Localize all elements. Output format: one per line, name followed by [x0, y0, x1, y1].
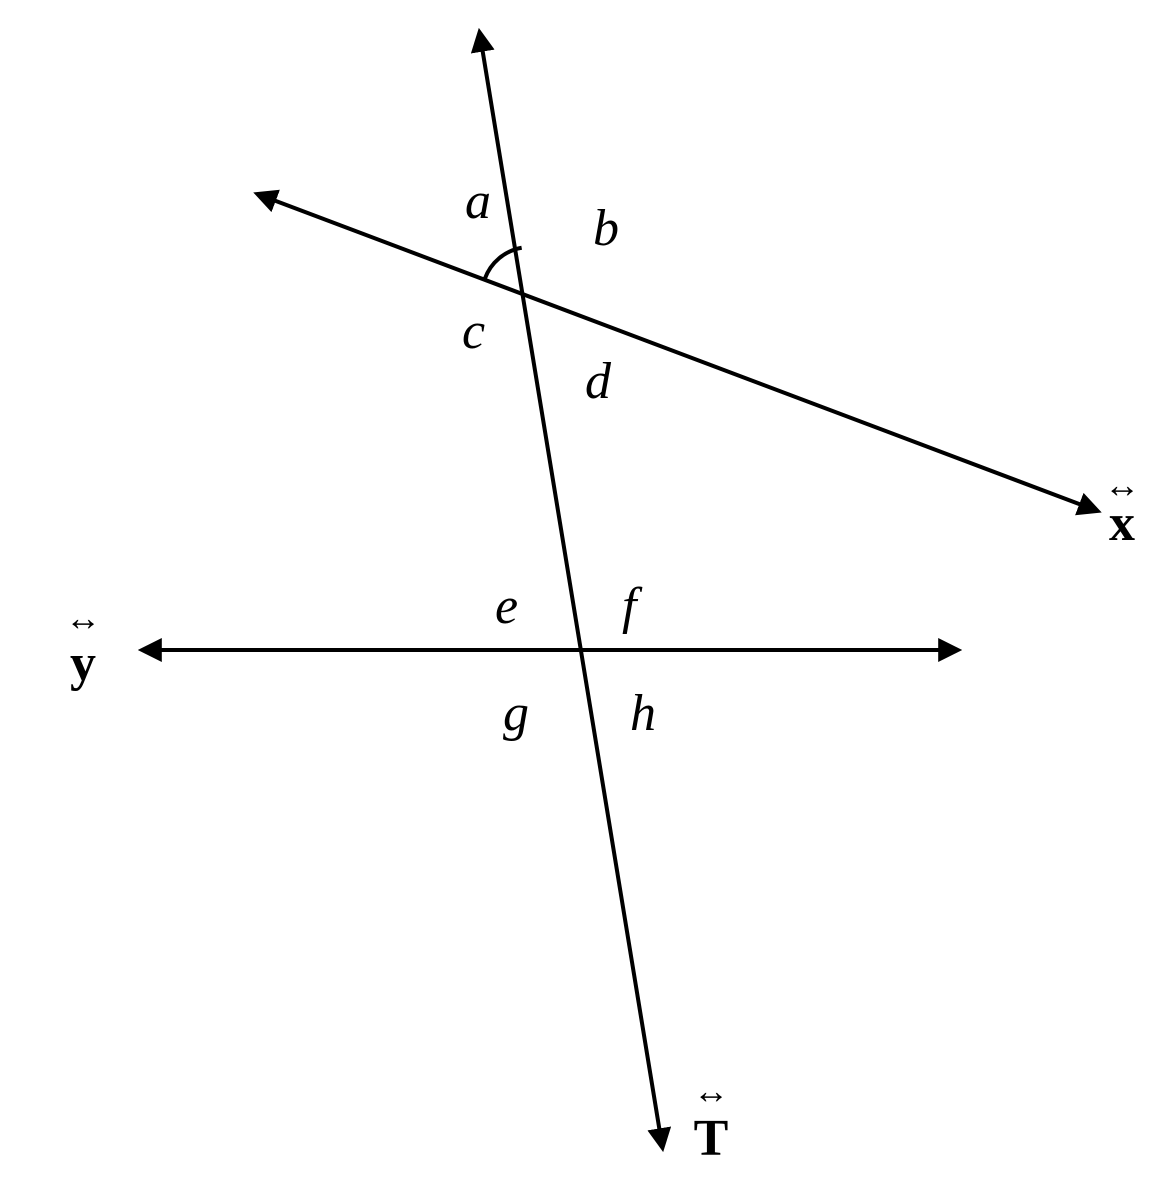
angle-label-b: b	[593, 200, 619, 257]
line-x	[260, 195, 1095, 510]
line-y-overhead-icon: ↔	[65, 598, 101, 638]
line-t-overhead-icon: ↔	[693, 1071, 729, 1111]
angle-label-a: a	[465, 173, 491, 230]
line-t-label: T	[694, 1110, 729, 1167]
angle-label-c: c	[462, 303, 485, 360]
line-x-label: x	[1109, 495, 1135, 552]
angle-label-e: e	[495, 578, 518, 635]
angle-label-h: h	[630, 685, 656, 742]
angle-label-d: d	[585, 353, 612, 410]
angle-label-g: g	[503, 685, 529, 742]
geometry-diagram: a b c d e f g h ↔ x ↔ y ↔ T	[0, 0, 1176, 1186]
line-y-label: y	[70, 635, 96, 692]
angle-label-f: f	[622, 578, 643, 635]
